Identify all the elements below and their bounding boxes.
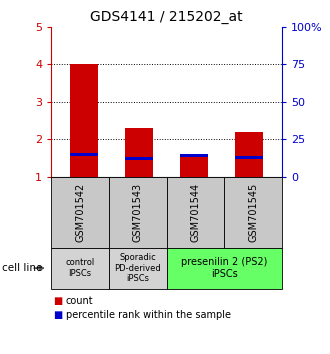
Bar: [235, 155, 263, 159]
Bar: [235, 132, 263, 177]
Text: percentile rank within the sample: percentile rank within the sample: [66, 310, 231, 320]
Title: GDS4141 / 215202_at: GDS4141 / 215202_at: [90, 10, 243, 24]
Text: ■: ■: [53, 296, 62, 306]
Bar: [125, 157, 153, 160]
Bar: [181, 154, 208, 177]
Bar: [70, 153, 98, 156]
Text: GSM701544: GSM701544: [190, 183, 201, 242]
Bar: [181, 154, 208, 158]
Text: count: count: [66, 296, 94, 306]
Text: cell line: cell line: [2, 263, 42, 273]
Text: ■: ■: [53, 310, 62, 320]
Text: GSM701543: GSM701543: [133, 183, 143, 242]
Text: Sporadic
PD-derived
iPSCs: Sporadic PD-derived iPSCs: [115, 253, 161, 283]
Text: GSM701545: GSM701545: [248, 183, 258, 242]
Text: presenilin 2 (PS2)
iPSCs: presenilin 2 (PS2) iPSCs: [181, 257, 268, 279]
Text: GSM701542: GSM701542: [75, 183, 85, 242]
Text: control
IPSCs: control IPSCs: [65, 258, 95, 278]
Bar: [70, 64, 98, 177]
Bar: [125, 128, 153, 177]
